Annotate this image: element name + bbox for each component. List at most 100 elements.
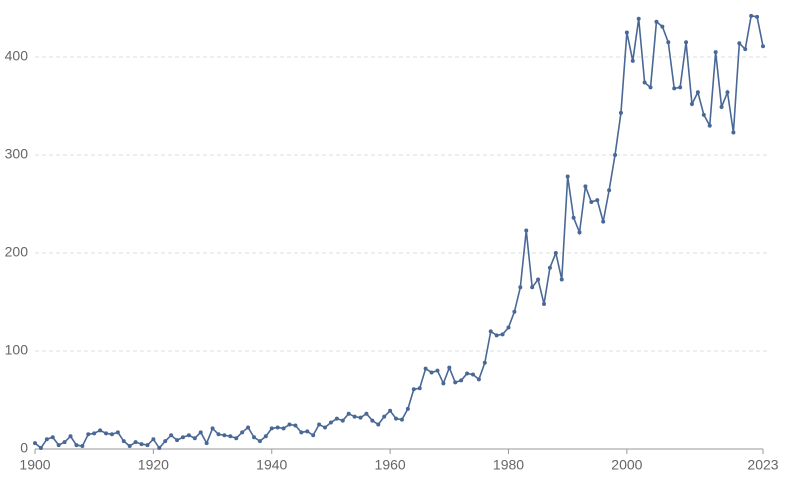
point xyxy=(465,371,470,376)
point xyxy=(506,325,511,330)
point xyxy=(323,425,328,430)
point xyxy=(583,184,588,189)
point xyxy=(494,333,499,338)
point xyxy=(482,360,487,365)
point xyxy=(435,368,440,373)
point xyxy=(672,86,677,91)
point xyxy=(62,440,67,445)
point xyxy=(50,435,55,440)
point xyxy=(713,50,718,55)
point xyxy=(666,40,671,45)
point xyxy=(660,24,665,29)
x-tick-label: 1900 xyxy=(19,457,50,473)
point xyxy=(459,378,464,383)
point xyxy=(163,439,168,444)
point xyxy=(352,414,357,419)
point xyxy=(68,434,73,439)
point xyxy=(311,433,316,438)
point xyxy=(429,370,434,375)
point xyxy=(707,123,712,128)
point xyxy=(719,104,724,109)
point xyxy=(98,428,103,433)
y-tick-label: 300 xyxy=(5,146,29,162)
point xyxy=(287,422,292,427)
point xyxy=(275,425,280,430)
point xyxy=(80,444,85,449)
point xyxy=(476,377,481,382)
x-tick-label: 1920 xyxy=(138,457,169,473)
point xyxy=(364,411,369,416)
point xyxy=(33,441,37,446)
point xyxy=(613,153,618,157)
point xyxy=(175,438,180,443)
y-tick-label: 0 xyxy=(20,440,28,456)
y-tick-label: 100 xyxy=(5,342,29,358)
point xyxy=(749,13,754,18)
point xyxy=(512,309,517,314)
line xyxy=(34,14,764,450)
point xyxy=(453,380,458,385)
point xyxy=(104,431,109,436)
point xyxy=(56,443,61,448)
point xyxy=(382,414,387,419)
point xyxy=(257,439,262,444)
point xyxy=(121,439,126,444)
point xyxy=(405,406,410,411)
point xyxy=(346,411,351,416)
point xyxy=(145,443,150,448)
point xyxy=(642,80,647,85)
point xyxy=(358,415,363,420)
point xyxy=(109,432,114,437)
point xyxy=(263,434,268,439)
point xyxy=(38,446,43,451)
point xyxy=(198,430,203,435)
point xyxy=(240,430,245,435)
point xyxy=(624,30,629,35)
point xyxy=(518,285,523,290)
x-tick-label: 1940 xyxy=(256,457,287,473)
point xyxy=(186,433,191,438)
point xyxy=(169,433,174,438)
point xyxy=(630,58,635,63)
point xyxy=(636,16,641,21)
point xyxy=(743,47,748,52)
point xyxy=(695,90,700,95)
point xyxy=(470,372,475,377)
x-tick-label: 2023 xyxy=(747,457,778,473)
point xyxy=(204,441,209,446)
point xyxy=(417,386,422,391)
point xyxy=(601,219,606,224)
point xyxy=(216,432,221,437)
point xyxy=(547,265,552,270)
point xyxy=(441,381,446,386)
point xyxy=(115,430,120,435)
point xyxy=(92,431,97,436)
point xyxy=(530,285,535,290)
point xyxy=(689,102,694,107)
point xyxy=(589,200,594,205)
point xyxy=(701,112,706,117)
point xyxy=(388,408,393,413)
point xyxy=(139,442,144,447)
point xyxy=(210,426,215,431)
point xyxy=(755,14,760,19)
point xyxy=(684,40,689,45)
point xyxy=(524,228,529,233)
point xyxy=(74,443,79,448)
point xyxy=(447,365,452,370)
point xyxy=(334,416,339,421)
point xyxy=(370,418,375,423)
point xyxy=(731,130,736,135)
point xyxy=(553,251,558,255)
point xyxy=(542,301,547,306)
point xyxy=(607,188,612,193)
point xyxy=(536,277,541,282)
point xyxy=(340,418,345,423)
point xyxy=(761,44,765,49)
point xyxy=(376,422,381,427)
point xyxy=(127,444,132,449)
point xyxy=(648,85,653,90)
point xyxy=(180,435,185,440)
point xyxy=(86,432,91,437)
point xyxy=(228,434,233,439)
